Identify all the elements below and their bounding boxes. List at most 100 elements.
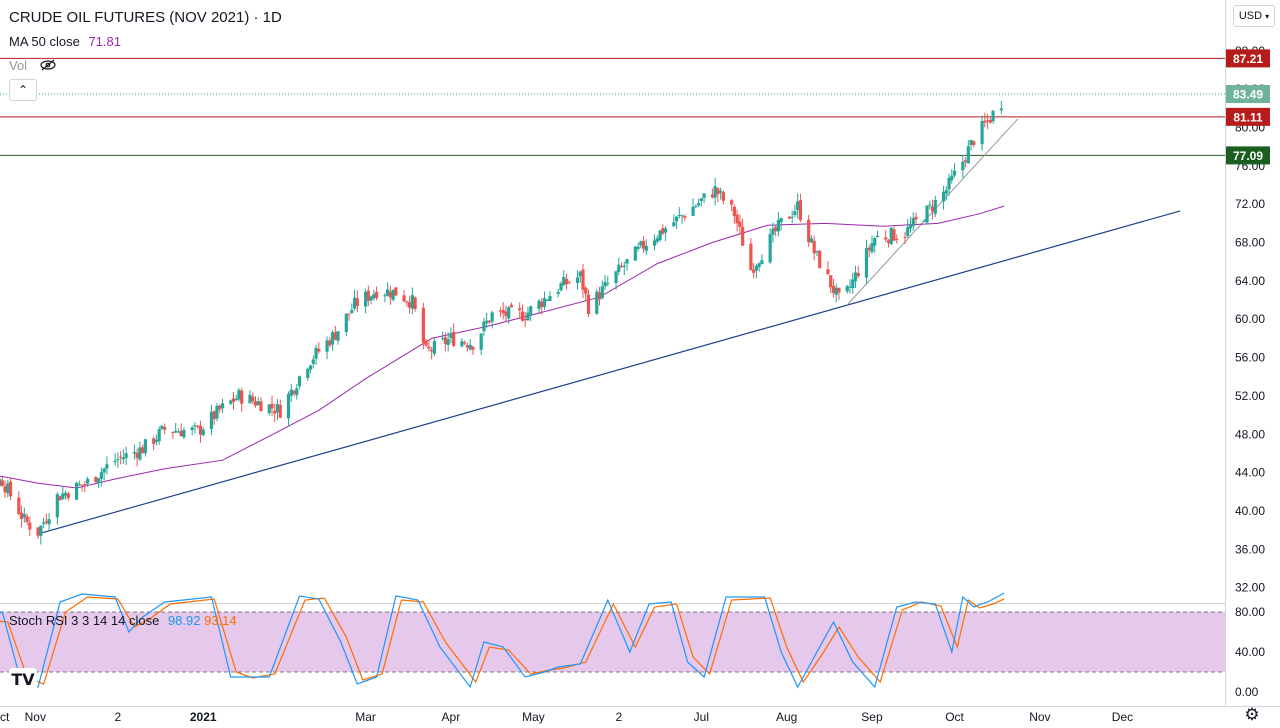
candle-body <box>311 359 315 364</box>
stoch-k-value: 98.92 <box>167 613 201 628</box>
candle-body <box>768 234 772 263</box>
ma-legend: MA 50 close 71.81 <box>9 34 121 49</box>
candle-body <box>760 260 764 265</box>
candle-body <box>908 225 913 229</box>
candle-body <box>212 411 216 420</box>
candle-body <box>950 175 954 181</box>
vol-legend-label: Vol <box>9 58 28 73</box>
candle-body <box>58 496 62 501</box>
candle-body <box>6 483 10 494</box>
candle-body <box>562 277 566 286</box>
candle-body <box>581 269 585 290</box>
candle-body <box>482 321 486 332</box>
candle-body <box>584 287 588 294</box>
candle-body <box>595 291 599 314</box>
candle-body <box>215 405 219 419</box>
candle-body <box>738 221 742 227</box>
candle-body <box>292 390 296 394</box>
price-tick-label: 40.00 <box>1235 504 1265 518</box>
candle-body <box>925 205 929 223</box>
candle-body <box>889 227 893 244</box>
candle-body <box>586 294 591 315</box>
candle-body <box>363 292 368 307</box>
candle-body <box>771 228 775 235</box>
candle-body <box>548 296 552 302</box>
candles-group <box>0 100 1003 545</box>
price-tick-label: 68.00 <box>1235 236 1265 250</box>
candle-body <box>75 482 79 500</box>
price-tick-label: 52.00 <box>1235 389 1265 403</box>
candle-body <box>138 447 142 460</box>
candle-body <box>617 264 621 272</box>
time-tick-label: 2021 <box>190 710 217 724</box>
eye-crossed-icon[interactable] <box>39 59 57 71</box>
candle-body <box>344 313 348 332</box>
candle-body <box>606 283 610 285</box>
candle-body <box>234 398 238 401</box>
candle-body <box>831 285 836 293</box>
stoch-band <box>0 612 1225 672</box>
candle-body <box>97 478 101 484</box>
time-tick-label: May <box>522 710 545 724</box>
candle-body <box>807 219 811 243</box>
candle-body <box>460 341 464 347</box>
candle-body <box>160 425 164 429</box>
candle-body <box>124 453 128 459</box>
tradingview-logo[interactable]: TV <box>9 668 37 692</box>
price-tick-label: 64.00 <box>1235 274 1265 288</box>
candle-body <box>289 389 293 396</box>
candle-body <box>314 347 318 359</box>
candle-body <box>352 297 357 309</box>
candle-body <box>267 404 271 414</box>
candle-body <box>179 430 183 437</box>
candle-body <box>157 429 161 442</box>
candle-body <box>385 289 390 296</box>
candle-body <box>991 110 995 122</box>
candle-body <box>36 527 40 536</box>
candle-body <box>622 265 626 267</box>
candle-body <box>809 238 814 243</box>
candle-body <box>966 146 970 164</box>
candle-body <box>308 365 313 370</box>
candle-body <box>796 201 800 211</box>
candle-body <box>873 238 877 246</box>
candle-body <box>520 311 525 321</box>
candle-body <box>652 240 657 246</box>
stoch-tick-label: 40.00 <box>1235 645 1265 659</box>
candle-body <box>83 484 87 486</box>
level-label-resistance: 87.21 <box>1233 52 1263 66</box>
candle-body <box>102 468 106 473</box>
candle-body <box>421 307 425 343</box>
time-tick-label: ct <box>0 710 10 724</box>
candle-body <box>983 120 987 123</box>
candle-body <box>826 269 830 274</box>
collapse-legend-button[interactable]: ⌃ <box>9 79 37 101</box>
candle-body <box>930 206 935 212</box>
candle-body <box>741 226 745 246</box>
candle-body <box>895 238 899 240</box>
candle-body <box>644 245 648 251</box>
candle-body <box>774 226 778 232</box>
ma50-line <box>0 205 1005 489</box>
candle-body <box>730 200 734 205</box>
candle-body <box>182 430 186 438</box>
time-tick-label: Nov <box>25 710 46 724</box>
candle-body <box>391 289 395 300</box>
candle-body <box>702 193 706 198</box>
candle-body <box>487 320 492 323</box>
candle-body <box>22 514 26 518</box>
candle-body <box>815 251 819 253</box>
candle-body <box>132 452 136 454</box>
stoch-tick-label: 80.00 <box>1235 605 1265 619</box>
candle-body <box>350 310 354 313</box>
candle-body <box>355 298 359 307</box>
gear-icon[interactable]: ⚙ <box>1244 705 1260 724</box>
time-tick-label: Sep <box>861 710 883 724</box>
candle-body <box>683 216 687 218</box>
candle-body <box>152 438 156 444</box>
currency-selector[interactable]: USD ▾ <box>1233 5 1275 27</box>
candle-body <box>518 308 522 311</box>
candle-body <box>829 275 833 288</box>
candle-body <box>25 516 29 523</box>
